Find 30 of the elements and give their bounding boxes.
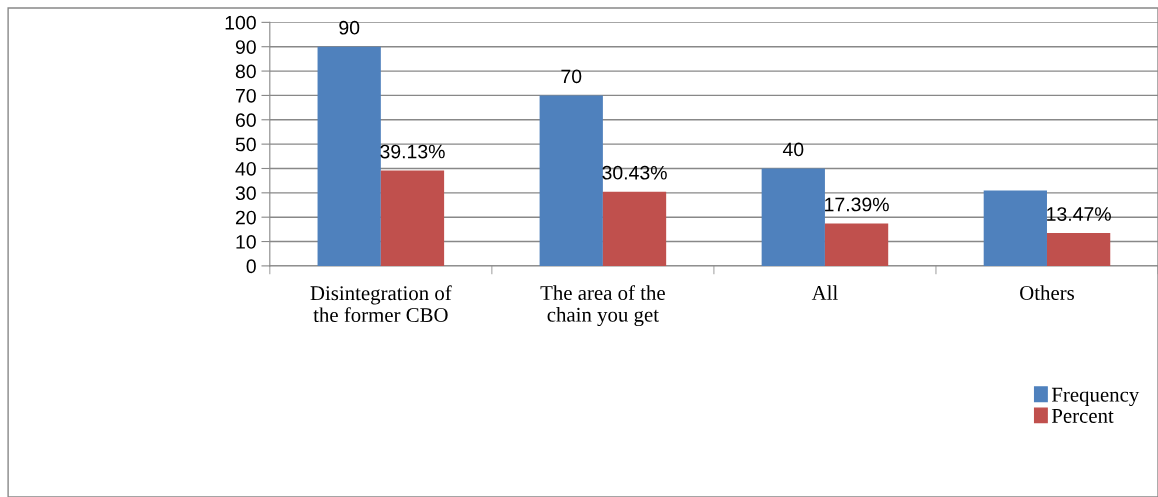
bar: [602, 191, 667, 266]
x-tick-label: The area of the chain you get: [540, 285, 665, 327]
y-tick-label: 80: [235, 64, 256, 79]
y-tick-label: 100: [225, 15, 256, 30]
y-tick-label: 40: [235, 161, 256, 176]
data-label: 13.47%: [1047, 207, 1111, 221]
bar: [824, 223, 889, 266]
data-label: 40: [782, 142, 804, 157]
y-tick-label: 70: [235, 88, 256, 103]
y-tick-label: 0: [246, 259, 256, 274]
y-tick-label: 10: [236, 235, 256, 249]
x-tick-label: Others: [1020, 285, 1074, 300]
data-label: 90: [339, 20, 360, 35]
y-tick-label: 90: [235, 40, 256, 54]
y-tick-label: 60: [235, 113, 256, 128]
bar: [983, 190, 1047, 266]
x-tick-label: All: [811, 285, 838, 300]
data-label: 17.39%: [825, 197, 889, 212]
bar: [1046, 233, 1111, 266]
bar: [539, 95, 603, 266]
data-label: 70: [561, 69, 582, 84]
bar: [761, 168, 825, 266]
legend-label: Percent: [1051, 409, 1114, 423]
y-tick-label: 20: [235, 210, 256, 225]
bar: [317, 46, 381, 266]
y-tick-label: 30: [235, 186, 256, 201]
bar: [380, 170, 445, 266]
legend-label: Frequency: [1051, 387, 1140, 407]
y-tick-label: 50: [235, 137, 256, 152]
x-tick-label: Disintegration of the former CBO: [310, 285, 452, 323]
